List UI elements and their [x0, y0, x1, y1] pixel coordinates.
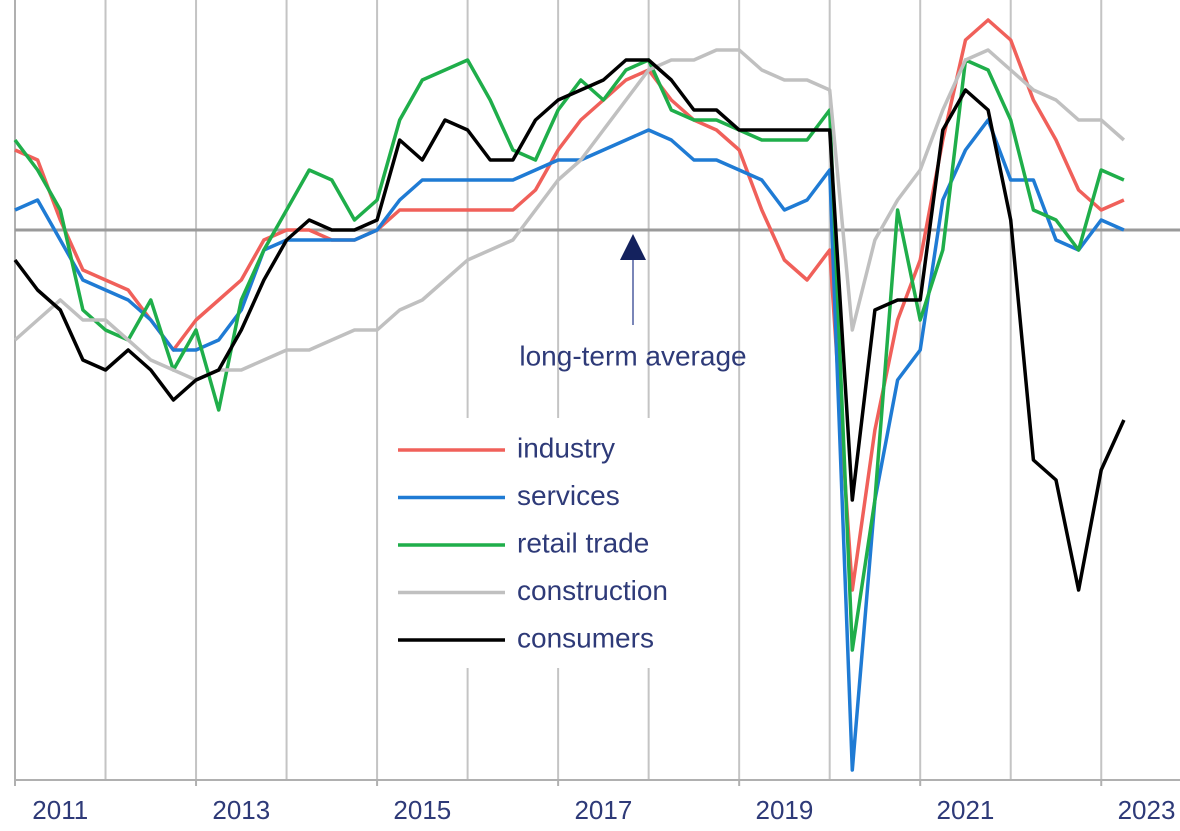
legend-label: consumers — [517, 622, 654, 653]
legend-label: industry — [517, 432, 615, 463]
x-tick-label: 2015 — [393, 795, 451, 825]
x-tick-label: 2013 — [212, 795, 270, 825]
x-tick-label: 2023 — [1118, 795, 1176, 825]
x-tick-label: 2011 — [32, 795, 88, 825]
legend: industry services retail trade construction… — [398, 432, 668, 653]
lines — [13, 18, 1126, 772]
x-tick-label: 2021 — [937, 795, 995, 825]
grid: 2011 2013 2015 2017 2019 2021 2023 — [14, 0, 1180, 825]
x-tick-label: 2019 — [756, 795, 814, 825]
annotation-arrowhead — [620, 234, 646, 260]
series-line — [13, 58, 1126, 592]
legend-background — [382, 418, 718, 668]
legend-label: construction — [517, 575, 668, 606]
series-line — [13, 48, 1126, 382]
legend-label: retail trade — [517, 527, 649, 558]
annotation: long-term average — [519, 340, 746, 371]
legend-label: services — [517, 480, 620, 511]
x-tick-label: 2017 — [574, 795, 632, 825]
